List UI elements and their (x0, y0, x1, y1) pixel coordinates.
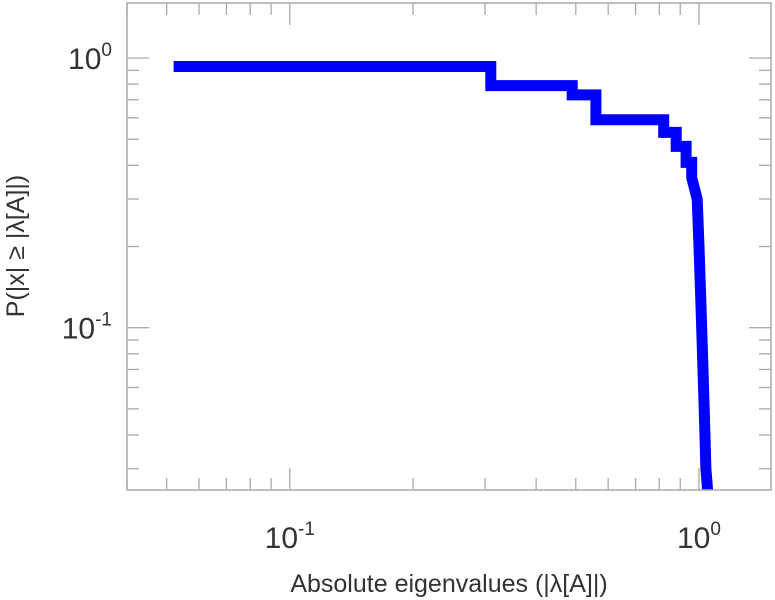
x-axis-label: Absolute eigenvalues (|λ[A]|) (290, 570, 607, 598)
series-layer (173, 61, 714, 491)
y-tick-label: 100 (68, 40, 112, 76)
y-tick-label: 10-1 (62, 310, 112, 346)
y-axis-label: P(|x| ≥ |λ[A]|) (2, 175, 30, 317)
plot-frame (126, 2, 772, 491)
minor-major-ticks (126, 3, 771, 490)
x-tick-label: 100 (677, 519, 721, 555)
series-line (173, 61, 714, 491)
tick-labels: 10-1 100 10-1 100 (62, 40, 721, 555)
x-tick-label: 10-1 (265, 519, 315, 555)
